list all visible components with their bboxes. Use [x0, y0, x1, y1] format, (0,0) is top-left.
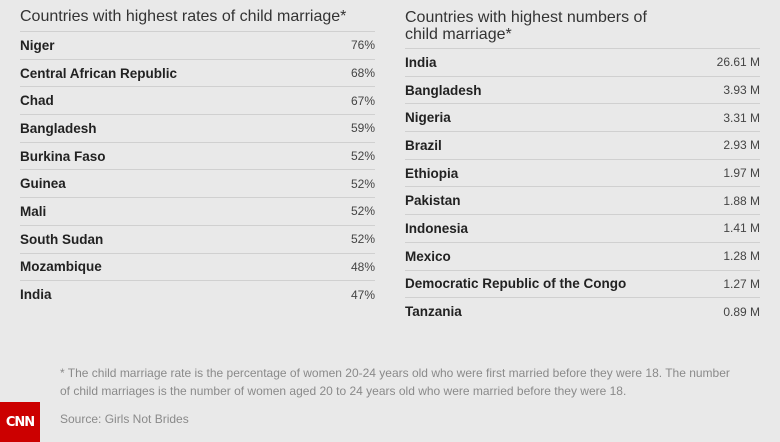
table-row: Central African Republic 68%	[20, 60, 375, 88]
country-value: 1.28 M	[723, 249, 760, 264]
country-name: Bangladesh	[405, 82, 482, 98]
cnn-logo: CNN	[0, 402, 40, 442]
country-name: Mexico	[405, 248, 451, 264]
table-row: Mozambique 48%	[20, 254, 375, 282]
country-value: 67%	[350, 93, 375, 108]
table-row: Guinea 52%	[20, 170, 375, 199]
country-value: 52%	[350, 232, 375, 247]
country-name: India	[405, 54, 437, 70]
country-value: 1.41 M	[723, 221, 760, 236]
country-value: 1.27 M	[723, 276, 760, 291]
country-value: 3.93 M	[723, 83, 760, 98]
table-row: Pakistan 1.88 M	[405, 187, 760, 216]
numbers-table-rows: India 26.61 M Bangladesh 3.93 M Nigeria 3.31 …	[405, 48, 760, 325]
country-name: Chad	[20, 93, 54, 109]
numbers-table-title: Countries with highest numbers of child …	[405, 9, 647, 43]
table-row: India 26.61 M	[405, 49, 760, 77]
country-name: Ethiopia	[405, 165, 459, 181]
table-row: Nigeria 3.31 M	[405, 104, 760, 133]
country-name: Brazil	[405, 137, 442, 153]
country-name: Bangladesh	[20, 120, 97, 136]
table-row: Niger 76%	[20, 32, 375, 60]
country-name: Indonesia	[405, 220, 469, 236]
country-name: Mozambique	[20, 259, 102, 275]
country-value: 47%	[350, 287, 375, 302]
country-value: 48%	[350, 259, 375, 274]
country-value: 1.88 M	[723, 193, 760, 208]
country-value: 26.61 M	[716, 55, 760, 70]
rates-table-title: Countries with highest rates of child ma…	[20, 8, 347, 25]
numbers-table: Countries with highest numbers of child …	[405, 0, 760, 325]
country-value: 52%	[350, 204, 375, 219]
country-name: Niger	[20, 37, 55, 53]
table-row: Tanzania 0.89 M	[405, 298, 760, 325]
table-row: Mali 52%	[20, 198, 375, 226]
rates-table-rows: Niger 76% Central African Republic 68% Chad 6…	[20, 31, 375, 308]
table-row: Bangladesh 59%	[20, 115, 375, 143]
table-row: India 47%	[20, 281, 375, 308]
footnote: * The child marriage rate is the percent…	[60, 366, 730, 398]
country-name: Pakistan	[405, 193, 461, 209]
country-value: 2.93 M	[723, 138, 760, 153]
country-value: 76%	[350, 38, 375, 53]
rates-table: Countries with highest rates of child ma…	[20, 0, 375, 308]
country-value: 1.97 M	[723, 166, 760, 181]
country-name: Central African Republic	[20, 65, 178, 81]
country-value: 59%	[350, 121, 375, 136]
country-name: Mali	[20, 203, 47, 219]
table-row: South Sudan 52%	[20, 226, 375, 254]
country-value: 52%	[350, 149, 375, 164]
country-name: Guinea	[20, 176, 66, 192]
country-name: Democratic Republic of the Congo	[405, 276, 627, 292]
country-value: 52%	[350, 176, 375, 191]
table-row: Burkina Faso 52%	[20, 143, 375, 171]
country-value: 0.89 M	[723, 304, 760, 319]
table-row: Democratic Republic of the Congo 1.27 M	[405, 271, 760, 299]
country-name: Burkina Faso	[20, 148, 106, 164]
country-name: Nigeria	[405, 110, 451, 126]
table-row: Indonesia 1.41 M	[405, 215, 760, 243]
table-row: Bangladesh 3.93 M	[405, 77, 760, 105]
table-row: Brazil 2.93 M	[405, 132, 760, 160]
country-name: Tanzania	[405, 304, 462, 320]
country-value: 68%	[350, 66, 375, 81]
country-name: India	[20, 287, 52, 303]
table-row: Chad 67%	[20, 87, 375, 116]
country-name: South Sudan	[20, 231, 104, 247]
table-row: Ethiopia 1.97 M	[405, 160, 760, 188]
table-row: Mexico 1.28 M	[405, 243, 760, 271]
country-value: 3.31 M	[723, 110, 760, 125]
source-credit: Source: Girls Not Brides	[60, 412, 189, 426]
